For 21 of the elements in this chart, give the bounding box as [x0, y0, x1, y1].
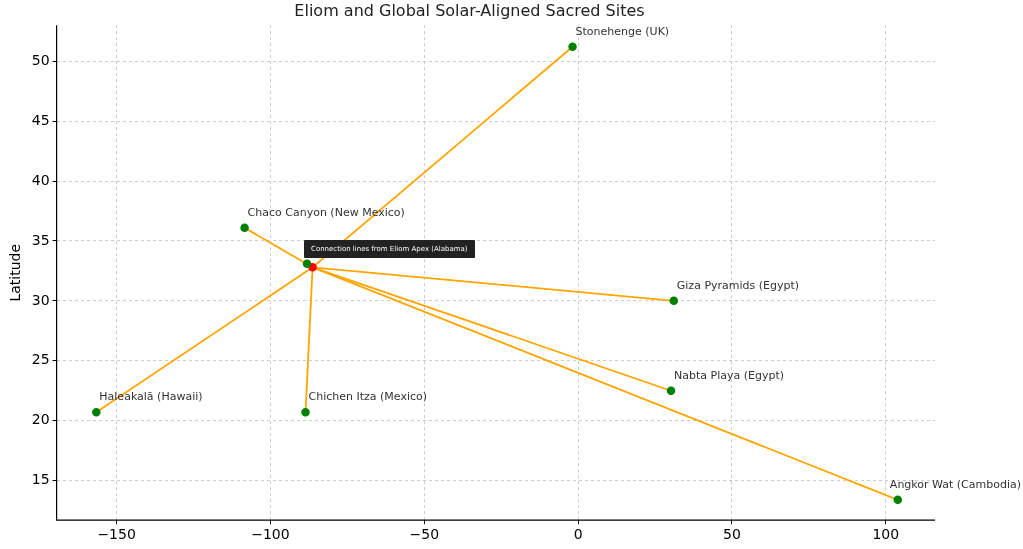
y-tick-label: 45	[31, 111, 50, 128]
y-axis-title: Latitude	[7, 243, 24, 302]
x-tick-label: 100	[872, 526, 900, 543]
chart-title: Eliom and Global Solar-Aligned Sacred Sites	[294, 0, 645, 20]
x-tick-label: −50	[409, 526, 440, 543]
annotation: Nabta Playa (Egypt)	[674, 368, 785, 382]
y-tick-label: 30	[31, 291, 50, 308]
y-tick-label: 35	[31, 231, 50, 248]
annotation: Stonehenge (UK)	[575, 24, 670, 38]
y-tick-label: 25	[31, 351, 50, 368]
x-tick-label: −100	[251, 526, 290, 543]
y-tick-label: 40	[31, 171, 50, 188]
y-tick-label: 15	[31, 471, 50, 488]
annotation: Giza Pyramids (Egypt)	[676, 278, 800, 292]
y-tick-label: 20	[31, 411, 50, 428]
annotation: Angkor Wat (Cambodia)	[889, 477, 1021, 491]
y-tick-label: 50	[31, 51, 50, 68]
annotation: Chichen Itza (Mexico)	[308, 390, 428, 404]
x-tick-label: 50	[723, 526, 741, 543]
x-tick-label: 0	[573, 526, 583, 543]
x-tick-label: −150	[97, 526, 136, 543]
